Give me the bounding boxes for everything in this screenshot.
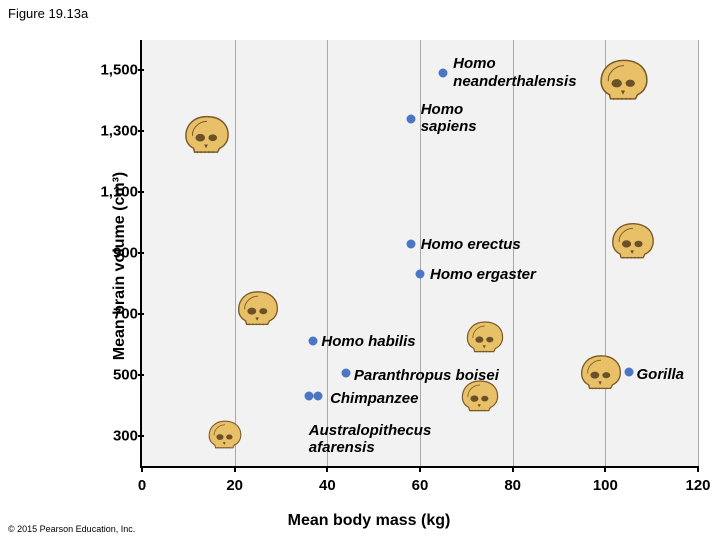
x-tick-mark xyxy=(604,466,606,472)
skull-icon xyxy=(598,58,650,101)
data-point-label: Chimpanzee xyxy=(330,390,418,407)
y-tick-mark xyxy=(138,252,144,254)
x-tick-label: 120 xyxy=(685,477,710,494)
data-point xyxy=(304,392,313,401)
skull-icon xyxy=(236,290,280,326)
y-tick-mark xyxy=(138,130,144,132)
y-tick-label: 1,100 xyxy=(80,184,138,201)
y-tick-mark xyxy=(138,435,144,437)
x-tick-label: 60 xyxy=(412,477,429,494)
y-tick-mark xyxy=(138,374,144,376)
y-tick-label: 300 xyxy=(80,427,138,444)
data-point-label: Australopithecusafarensis xyxy=(309,422,432,457)
x-tick-mark xyxy=(512,466,514,472)
x-tick-mark xyxy=(419,466,421,472)
figure-title: Figure 19.13a xyxy=(8,6,88,21)
x-tick-mark xyxy=(141,466,143,472)
data-point-label: Homo ergaster xyxy=(430,266,536,283)
y-tick-mark xyxy=(138,191,144,193)
data-point xyxy=(416,270,425,279)
x-tick-label: 100 xyxy=(593,477,618,494)
data-point xyxy=(314,392,323,401)
gridline-v xyxy=(327,40,328,466)
data-point xyxy=(439,69,448,78)
data-point xyxy=(341,369,350,378)
gridline-v xyxy=(605,40,606,466)
x-tick-mark xyxy=(326,466,328,472)
y-tick-label: 900 xyxy=(80,245,138,262)
plot-area: 020406080100120 xyxy=(140,40,698,468)
y-tick-label: 500 xyxy=(80,366,138,383)
y-tick-label: 1,300 xyxy=(80,123,138,140)
x-tick-label: 0 xyxy=(138,477,146,494)
skull-icon xyxy=(465,320,505,353)
data-point-label: Homoneanderthalensis xyxy=(453,55,576,90)
skull-icon xyxy=(183,115,231,154)
x-axis-label: Mean body mass (kg) xyxy=(30,512,708,530)
data-point-label: Homosapiens xyxy=(421,101,477,136)
skull-icon xyxy=(207,419,243,449)
data-point-label: Paranthropus boisei xyxy=(354,367,499,384)
y-tick-label: 1,500 xyxy=(80,62,138,79)
x-tick-label: 40 xyxy=(319,477,336,494)
data-point-label: Gorilla xyxy=(637,366,685,383)
skull-icon xyxy=(579,354,623,390)
data-point-label: Homo habilis xyxy=(321,333,415,350)
skull-icon xyxy=(610,222,656,260)
data-point xyxy=(309,337,318,346)
data-point xyxy=(624,367,633,376)
y-tick-label: 700 xyxy=(80,305,138,322)
data-point xyxy=(406,239,415,248)
x-tick-mark xyxy=(697,466,699,472)
skull-icon xyxy=(460,380,500,413)
x-tick-label: 80 xyxy=(504,477,521,494)
data-point xyxy=(406,115,415,124)
chart-container: Mean brain volume (cm³) Mean body mass (… xyxy=(30,34,708,498)
gridline-v xyxy=(698,40,699,466)
y-tick-mark xyxy=(138,69,144,71)
x-tick-mark xyxy=(234,466,236,472)
data-point-label: Homo erectus xyxy=(421,236,521,253)
y-tick-mark xyxy=(138,313,144,315)
x-tick-label: 20 xyxy=(226,477,243,494)
gridline-v xyxy=(235,40,236,466)
